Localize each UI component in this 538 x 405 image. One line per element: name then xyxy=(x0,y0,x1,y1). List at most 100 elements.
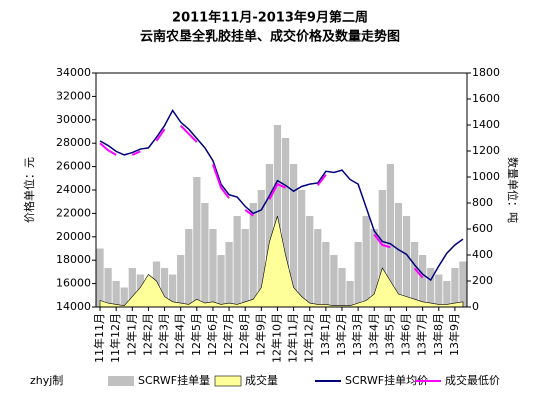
volume-bar xyxy=(201,203,209,307)
price-line xyxy=(99,108,464,282)
x-tick-label: 13年8月 xyxy=(431,313,445,356)
y2-tick-label: 800 xyxy=(472,196,493,209)
volume-bar xyxy=(257,190,265,307)
volume-bar xyxy=(435,274,443,307)
volume-bar xyxy=(410,242,419,307)
x-tick-label: 12年7月 xyxy=(221,313,235,356)
y2-tick-label: 600 xyxy=(472,222,493,235)
legend-swatch xyxy=(108,376,134,386)
x-tick-label: 11年11月 xyxy=(92,313,106,363)
volume-bar xyxy=(459,261,467,307)
volume-bar xyxy=(233,216,241,307)
y-tick-label: 20000 xyxy=(56,230,91,243)
x-tick-label: 13年3月 xyxy=(350,313,364,356)
volume-bar xyxy=(386,164,395,307)
volume-bar xyxy=(443,281,451,307)
y-tick-label: 34000 xyxy=(56,66,91,79)
volume-bar xyxy=(225,242,233,307)
y-tick-label: 28000 xyxy=(56,136,91,149)
price-line xyxy=(99,124,424,279)
plot-frame xyxy=(95,72,468,308)
volume-bar xyxy=(402,216,411,307)
volume-bar xyxy=(451,268,459,307)
volume-bar xyxy=(217,255,225,307)
y-tick-label: 24000 xyxy=(56,183,91,196)
volume-bar xyxy=(298,190,306,307)
y-tick-label: 26000 xyxy=(56,160,91,173)
y-tick-label: 14000 xyxy=(56,300,91,313)
x-tick-label: 11年12月 xyxy=(108,313,122,363)
volume-bar xyxy=(112,281,120,307)
volume-bar xyxy=(370,229,378,307)
x-tick-label: 12年2月 xyxy=(140,313,154,356)
y-tick-label: 18000 xyxy=(56,253,91,266)
volume-bar xyxy=(160,268,169,307)
y-tick-label: 30000 xyxy=(56,113,91,126)
legend-label: SCRWF挂单均价 xyxy=(345,373,428,387)
legend-swatch xyxy=(214,375,242,387)
x-tick-label: 13年2月 xyxy=(334,313,348,356)
x-tick-label: 12年5月 xyxy=(189,313,203,356)
legend-label: 成交量 xyxy=(245,373,278,387)
y2-tick-label: 1000 xyxy=(472,170,500,183)
volume-bar xyxy=(128,268,136,307)
x-tick-label: 12年6月 xyxy=(205,313,219,356)
volume-bar xyxy=(193,177,201,307)
volume-bar xyxy=(354,242,362,307)
volume-bar xyxy=(241,229,249,307)
volume-bar xyxy=(314,229,322,307)
x-tick-label: 12年10月 xyxy=(269,313,283,363)
y2-tick-label: 1400 xyxy=(472,118,500,131)
volume-bar xyxy=(394,203,403,307)
x-tick-label: 13年1月 xyxy=(318,313,332,356)
deal-volume-area xyxy=(99,215,464,308)
volume-bar xyxy=(96,248,104,307)
y-tick-label: 22000 xyxy=(56,206,91,219)
x-tick-label: 12年11月 xyxy=(286,313,300,363)
volume-bar xyxy=(265,164,274,307)
legend-label: 成交最低价 xyxy=(445,373,500,387)
chart-subtitle: 云南农垦全乳胶挂单、成交价格及数量走势图 xyxy=(140,29,400,45)
legend-label: SCRWF挂单量 xyxy=(138,373,210,387)
x-tick-label: 12年9月 xyxy=(253,313,267,356)
volume-bar xyxy=(120,287,128,307)
note: zhyj制 xyxy=(30,374,63,387)
volume-bar xyxy=(322,242,330,307)
volume-bar xyxy=(330,255,338,307)
x-tick-label: 13年7月 xyxy=(415,313,429,356)
x-tick-label: 13年4月 xyxy=(366,313,380,356)
volume-bar xyxy=(249,203,257,307)
volume-bar xyxy=(168,274,177,307)
x-tick-label: 12年4月 xyxy=(173,313,187,356)
x-tick-label: 13年9月 xyxy=(447,313,461,356)
y-tick-label: 32000 xyxy=(56,89,91,102)
y2-tick-label: 200 xyxy=(472,274,493,287)
volume-bar xyxy=(362,216,370,307)
volume-bar xyxy=(185,229,193,307)
x-tick-label: 12年3月 xyxy=(157,313,171,356)
x-tick-label: 12年8月 xyxy=(237,313,251,356)
y2-tick-label: 0 xyxy=(472,300,479,313)
x-tick-label: 12年12月 xyxy=(302,313,316,363)
volume-bar xyxy=(419,255,427,307)
y2-tick-label: 1200 xyxy=(472,144,500,157)
volume-bar xyxy=(177,255,185,307)
y-tick-label: 16000 xyxy=(56,277,91,290)
volume-bar xyxy=(281,138,290,307)
volume-bar xyxy=(338,268,346,307)
volume-bar xyxy=(306,216,314,307)
volume-bar xyxy=(104,268,112,307)
x-tick-label: 12年1月 xyxy=(124,313,138,356)
volume-bar xyxy=(209,229,217,307)
volume-bar xyxy=(427,268,435,307)
x-tick-label: 13年5月 xyxy=(382,313,396,356)
volume-bar xyxy=(346,281,354,307)
volume-bar xyxy=(289,164,298,307)
y2-tick-label: 1600 xyxy=(472,92,500,105)
chart-title: 2011年11月-2013年9月第二周 xyxy=(172,10,368,26)
volume-bar xyxy=(378,190,386,307)
y2-axis-label: 数量单位：吨 xyxy=(506,157,520,223)
y2-tick-label: 1800 xyxy=(472,66,500,79)
x-tick-label: 13年6月 xyxy=(399,313,413,356)
